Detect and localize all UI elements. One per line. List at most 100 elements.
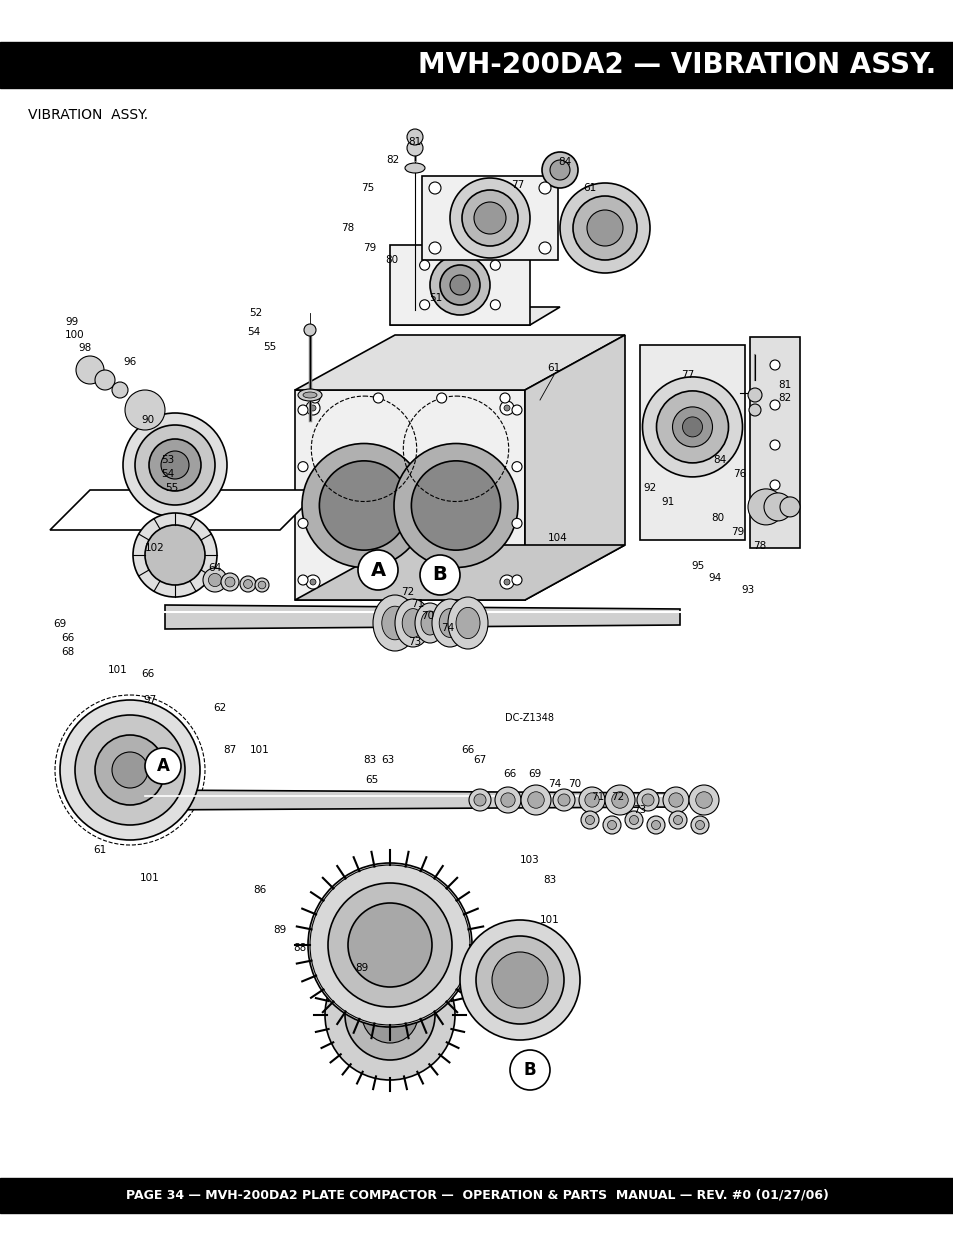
Polygon shape [390,245,530,325]
Text: 66: 66 [61,634,74,643]
Ellipse shape [405,163,424,173]
Circle shape [306,576,319,589]
Circle shape [161,451,189,479]
Circle shape [651,820,659,830]
Text: 75: 75 [361,183,375,193]
Text: 76: 76 [733,469,746,479]
Text: 65: 65 [365,776,378,785]
Text: 54: 54 [247,327,260,337]
Circle shape [60,700,200,840]
Text: 93: 93 [740,585,754,595]
Circle shape [407,140,422,156]
Polygon shape [294,390,524,600]
Circle shape [407,128,422,144]
Ellipse shape [438,609,460,637]
Circle shape [541,152,578,188]
Circle shape [656,391,728,463]
Circle shape [500,793,515,808]
Circle shape [297,405,308,415]
Circle shape [203,568,227,592]
Circle shape [450,178,530,258]
Circle shape [586,210,622,246]
Text: 94: 94 [708,573,720,583]
Circle shape [690,816,708,834]
Circle shape [748,404,760,416]
Text: 55: 55 [263,342,276,352]
Text: 54: 54 [161,469,174,479]
Circle shape [459,920,579,1040]
Circle shape [221,573,239,592]
Bar [0,42,953,88]
Text: 84: 84 [713,454,726,466]
Circle shape [553,789,575,811]
Circle shape [503,405,510,411]
Ellipse shape [395,599,431,647]
Circle shape [584,793,598,808]
Circle shape [95,735,165,805]
Circle shape [512,462,521,472]
Text: 92: 92 [642,483,656,493]
Text: 79: 79 [363,243,376,253]
Circle shape [492,952,547,1008]
Circle shape [357,550,397,590]
Text: 66: 66 [461,745,475,755]
Circle shape [135,425,214,505]
Text: 72: 72 [401,587,415,597]
Circle shape [243,579,253,588]
Circle shape [112,382,128,398]
Circle shape [411,461,500,550]
Text: 86: 86 [253,885,266,895]
Polygon shape [165,605,679,629]
Text: 51: 51 [429,293,442,303]
Circle shape [319,461,408,550]
Text: 103: 103 [519,855,539,864]
Circle shape [499,576,514,589]
Circle shape [429,242,440,254]
Circle shape [394,443,517,568]
Circle shape [302,443,426,568]
Circle shape [769,480,780,490]
Text: 101: 101 [250,745,270,755]
Circle shape [602,816,620,834]
Circle shape [780,496,800,517]
Text: 53: 53 [161,454,174,466]
Circle shape [499,393,510,403]
Ellipse shape [420,611,438,635]
Text: 98: 98 [78,343,91,353]
Circle shape [490,261,499,270]
Circle shape [429,182,440,194]
Circle shape [254,578,269,592]
Circle shape [585,815,594,825]
Circle shape [607,820,616,830]
Text: 78: 78 [753,541,766,551]
Circle shape [310,579,315,585]
Circle shape [450,275,470,295]
Circle shape [95,370,115,390]
Circle shape [373,393,383,403]
Circle shape [145,748,181,784]
Text: 101: 101 [108,664,128,676]
Circle shape [510,1050,550,1091]
Circle shape [419,555,459,595]
Text: 96: 96 [123,357,136,367]
Circle shape [573,196,637,261]
Text: 104: 104 [548,534,567,543]
Text: 88: 88 [294,944,306,953]
Text: 100: 100 [65,330,85,340]
Ellipse shape [415,603,444,643]
Circle shape [430,254,490,315]
Ellipse shape [303,391,316,398]
Polygon shape [294,335,624,390]
Text: 87: 87 [223,745,236,755]
Circle shape [695,820,703,830]
Circle shape [474,203,505,233]
Circle shape [145,525,205,585]
Circle shape [439,266,479,305]
Circle shape [225,577,234,587]
Circle shape [76,356,104,384]
Circle shape [310,393,319,403]
Circle shape [297,576,308,585]
Polygon shape [421,177,558,261]
Circle shape [527,792,543,808]
Text: 73: 73 [408,637,421,647]
